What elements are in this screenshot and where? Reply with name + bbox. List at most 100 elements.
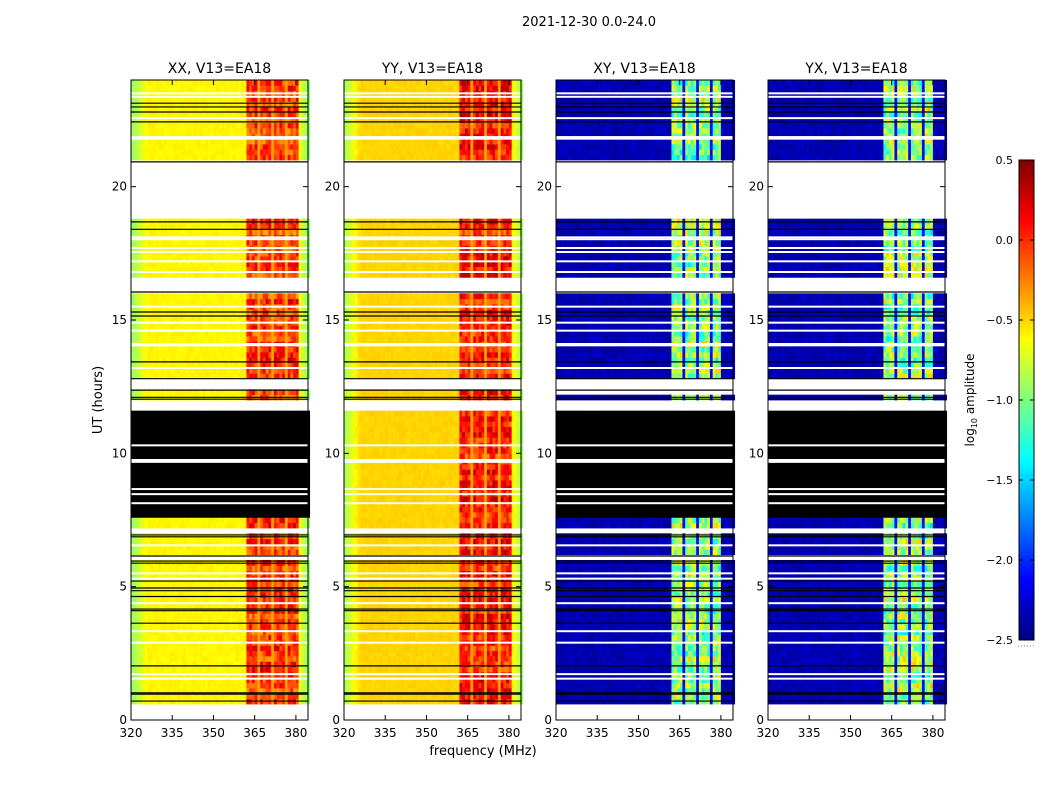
heatmap-cell	[136, 656, 140, 662]
heatmap-cell	[224, 480, 228, 486]
heatmap-cell	[196, 597, 201, 604]
heatmap-cell	[257, 602, 261, 609]
heatmap-cell	[202, 613, 206, 620]
heatmap-cell	[180, 618, 184, 625]
heatmap-cell	[282, 624, 286, 630]
heatmap-cell	[139, 421, 143, 428]
heatmap-cell	[293, 496, 297, 502]
heatmap-cell	[276, 469, 280, 476]
heatmap-cell	[185, 682, 190, 689]
heatmap-cell	[290, 314, 294, 321]
heatmap-cell	[224, 272, 228, 278]
heatmap-cell	[284, 496, 289, 502]
heatmap-cell	[166, 544, 170, 550]
heatmap-cell	[232, 437, 236, 444]
heatmap-cell	[158, 464, 162, 470]
heatmap-cell	[210, 453, 214, 460]
heatmap-cell	[139, 682, 143, 689]
heatmap-cell	[207, 480, 212, 486]
heatmap-cell	[254, 544, 258, 550]
heatmap-cell	[144, 693, 148, 700]
heatmap-cell	[196, 581, 201, 588]
heatmap-cell	[282, 410, 286, 417]
heatmap-cell	[133, 650, 137, 657]
heatmap-cell	[147, 421, 151, 428]
heatmap-cell	[191, 688, 195, 694]
heatmap-cell	[144, 469, 148, 476]
heatmap-cell	[183, 432, 187, 438]
heatmap-cell	[227, 661, 231, 668]
heatmap-cell	[216, 496, 220, 502]
heatmap-cell	[147, 693, 151, 700]
heatmap-cell	[235, 368, 239, 374]
heatmap-cell	[271, 586, 275, 593]
heatmap-cell	[185, 586, 190, 593]
heatmap-cell	[284, 474, 289, 481]
heatmap-cell	[265, 645, 269, 652]
heatmap-cell	[276, 298, 280, 305]
heatmap-cell	[295, 330, 300, 337]
heatmap-cell	[265, 293, 269, 300]
heatmap-cell	[210, 533, 214, 540]
heatmap-cell	[144, 661, 148, 668]
heatmap-cell	[202, 677, 206, 684]
heatmap-cell	[161, 272, 165, 278]
heatmap-cell	[169, 410, 173, 417]
heatmap-cell	[260, 677, 264, 684]
heatmap-cell	[304, 682, 308, 689]
heatmap-cell	[295, 357, 300, 364]
heatmap-cell	[207, 432, 212, 438]
heatmap-cell	[152, 597, 157, 604]
heatmap-cell	[196, 389, 201, 396]
heatmap-cell	[290, 352, 294, 358]
heatmap-cell	[216, 512, 220, 518]
heatmap-cell	[136, 650, 140, 657]
heatmap-cell	[174, 506, 179, 513]
heatmap-cell	[199, 416, 203, 422]
heatmap-cell	[276, 357, 280, 364]
heatmap-cell	[207, 464, 212, 470]
heatmap-cell	[229, 656, 234, 662]
heatmap-cell	[141, 496, 146, 502]
heatmap-cell	[199, 597, 203, 604]
heatmap-cell	[298, 298, 302, 305]
heatmap-cell	[257, 426, 261, 433]
heatmap-cell	[166, 389, 170, 396]
heatmap-cell	[243, 666, 247, 673]
heatmap-cell	[235, 549, 239, 556]
heatmap-cell	[207, 496, 212, 502]
heatmap-cell	[221, 533, 225, 540]
heatmap-cell	[139, 677, 143, 684]
heatmap-cell	[216, 469, 220, 476]
heatmap-cell	[174, 416, 179, 422]
heatmap-cell	[304, 544, 308, 550]
heatmap-cell	[243, 362, 247, 369]
heatmap-cell	[238, 421, 242, 428]
heatmap-cell	[304, 549, 308, 556]
heatmap-cell	[177, 682, 181, 689]
heatmap-cell	[284, 688, 289, 694]
heatmap-cell	[205, 650, 209, 657]
heatmap-cell	[229, 293, 234, 300]
heatmap-cell	[152, 544, 157, 550]
heatmap-cell	[224, 634, 228, 641]
heatmap-cell	[158, 496, 162, 502]
heatmap-cell	[177, 357, 181, 364]
heatmap-cell	[268, 650, 272, 657]
heatmap-cell	[199, 314, 203, 321]
heatmap-cell	[282, 426, 286, 433]
heatmap-cell	[232, 448, 236, 454]
heatmap-cell	[301, 533, 305, 540]
heatmap-cell	[304, 464, 308, 470]
heatmap-cell	[243, 549, 247, 556]
heatmap-cell	[284, 416, 289, 422]
heatmap-cell	[216, 426, 220, 433]
heatmap-cell	[254, 517, 258, 524]
heatmap-cell	[232, 533, 236, 540]
heatmap-cell	[224, 410, 228, 417]
heatmap-cell	[251, 602, 256, 609]
heatmap-cell	[185, 666, 190, 673]
heatmap-cell	[221, 645, 225, 652]
heatmap-cell	[169, 677, 173, 684]
heatmap-cell	[183, 677, 187, 684]
